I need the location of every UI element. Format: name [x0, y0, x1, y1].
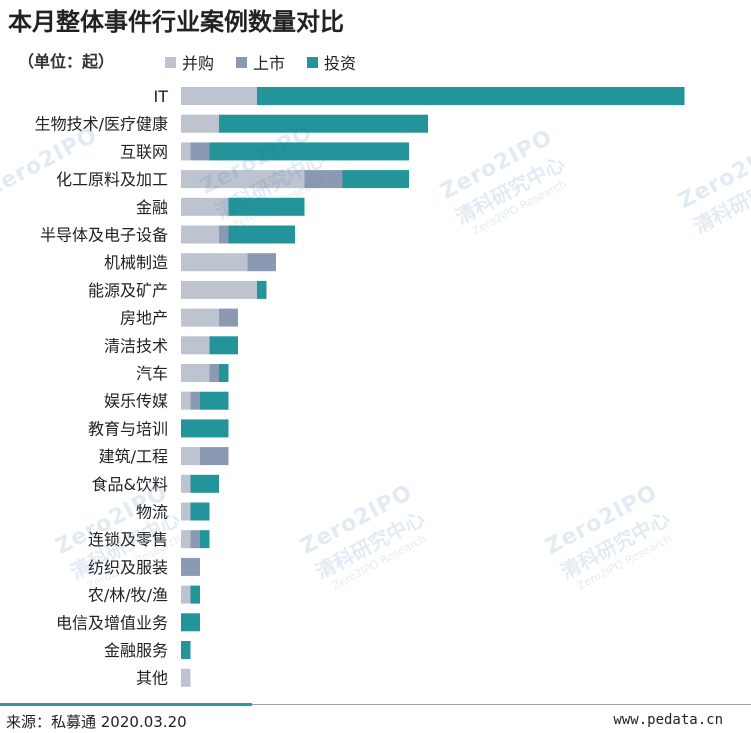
bar-investment [181, 419, 229, 438]
bar-investment [257, 280, 267, 299]
bar-investment [342, 170, 409, 189]
site-url: www.pedata.cn [613, 712, 723, 728]
bar-investment [190, 502, 210, 521]
category-label: 金融 [136, 198, 168, 217]
bar-merger [181, 197, 229, 216]
bar-ipo [219, 225, 229, 244]
bar-investment [209, 142, 409, 161]
bar-investment [200, 530, 210, 549]
category-label: 半导体及电子设备 [40, 226, 168, 245]
source-note: 来源：私募通 2020.03.20 [6, 713, 187, 731]
bar-chart: IT 生物技术/医疗健康互联网化工原料及加工金融半导体及电子设备机械制造能源及矿产… [35, 87, 685, 688]
bar-merger [181, 364, 210, 382]
bar-merger [181, 308, 219, 327]
legend-swatch-ipo [236, 56, 248, 68]
category-label: 教育与培训 [88, 419, 168, 438]
legend-swatch-investment [307, 56, 319, 68]
bar-merger [181, 336, 210, 355]
legend-item-merger: 并购 [165, 50, 214, 74]
category-label: 互联网 [120, 142, 168, 161]
category-label: 物流 [136, 503, 168, 522]
bar-investment [219, 114, 428, 133]
bar-ipo [200, 447, 229, 466]
chart-title: 本月整体事件行业案例数量对比 [8, 8, 344, 36]
category-label: 其他 [136, 669, 168, 688]
category-label: 农/林/牧/渔 [88, 586, 168, 605]
bar-ipo [181, 557, 200, 576]
category-label: 房地产 [120, 309, 168, 328]
bar-merger [181, 391, 191, 410]
category-label: 汽车 [136, 364, 168, 383]
bar-merger [181, 170, 305, 189]
legend-label-ipo: 上市 [253, 54, 286, 73]
bar-merger [181, 447, 200, 466]
legend-label-merger: 并购 [182, 54, 215, 73]
unit-label: （单位：起） [18, 52, 115, 71]
bar-ipo [304, 170, 343, 189]
bar-ipo [247, 253, 276, 272]
bar-investment [181, 641, 191, 659]
bar-merger [181, 530, 191, 549]
category-label: 生物技术/医疗健康 [35, 115, 168, 134]
category-label: 机械制造 [104, 253, 168, 272]
bar-merger [181, 114, 219, 133]
bar-investment [181, 613, 200, 632]
bar-ipo [209, 364, 219, 382]
bar-merger [181, 253, 248, 272]
bar-merger [181, 474, 191, 493]
bar-merger [181, 585, 191, 604]
bar-investment [257, 87, 685, 105]
legend-item-investment: 投资 [307, 50, 356, 74]
category-label: 连锁及零售 [88, 530, 168, 549]
legend-swatch-merger [165, 56, 176, 68]
category-label: 电信及增值业务 [56, 613, 168, 632]
bar-merger [181, 502, 191, 521]
bar-merger [181, 142, 191, 161]
legend-label-investment: 投资 [324, 54, 357, 73]
bar-merger [181, 87, 257, 105]
footer-accent-bar [0, 703, 252, 706]
category-label: 建筑/工程 [99, 447, 168, 466]
category-label: IT [154, 87, 169, 106]
bar-merger [181, 280, 257, 299]
bar-investment [228, 225, 295, 244]
legend: 并购 上市 投资 [165, 50, 356, 74]
bar-investment [228, 197, 305, 216]
bar-ipo [219, 308, 238, 327]
bar-investment [190, 474, 219, 493]
category-label: 纺织及服装 [88, 558, 168, 577]
category-label: 清洁技术 [104, 336, 168, 355]
category-label: 娱乐传媒 [104, 392, 168, 411]
bar-investment [209, 336, 238, 355]
bar-ipo [190, 391, 200, 410]
bar-ipo [190, 142, 210, 161]
category-label: 化工原料及加工 [56, 170, 168, 189]
bar-investment [219, 364, 229, 382]
bar-ipo [190, 530, 200, 549]
footer-divider [0, 704, 751, 705]
bar-investment [200, 391, 229, 410]
legend-item-ipo: 上市 [236, 50, 285, 74]
category-label: 食品&饮料 [92, 475, 168, 494]
category-label: 金融服务 [104, 641, 168, 660]
category-label: 能源及矿产 [88, 281, 168, 300]
bar-merger [181, 225, 219, 244]
bar-merger [181, 668, 191, 687]
bar-investment [190, 585, 200, 604]
